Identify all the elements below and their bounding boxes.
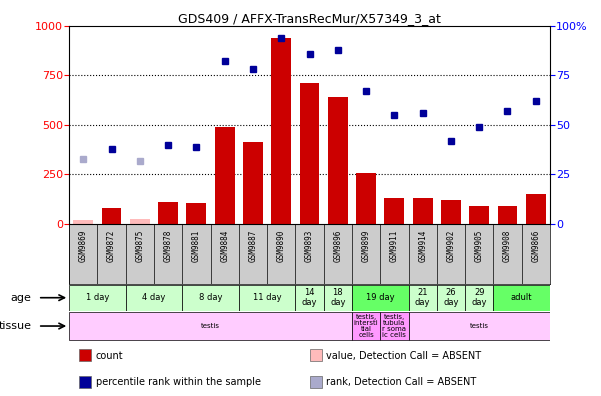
Text: testis: testis (470, 323, 489, 329)
Text: GSM9866: GSM9866 (531, 230, 540, 263)
Bar (493, 285, 550, 310)
Bar (79, 376, 91, 388)
Text: GSM9905: GSM9905 (475, 230, 484, 263)
Bar (239, 285, 295, 310)
Text: age: age (11, 293, 32, 303)
Text: GSM9869: GSM9869 (79, 230, 88, 263)
Text: tissue: tissue (0, 321, 32, 331)
Bar (526, 194, 546, 224)
Text: 11 day: 11 day (253, 293, 281, 302)
Text: 1 day: 1 day (86, 293, 109, 302)
Bar (385, 198, 404, 224)
Text: GSM9881: GSM9881 (192, 230, 201, 263)
Bar (328, 97, 348, 224)
Text: testis,
tubula
r soma
ic cells: testis, tubula r soma ic cells (382, 314, 406, 338)
Bar (380, 312, 409, 340)
Bar (409, 312, 550, 340)
Bar (186, 203, 206, 224)
Text: 29
day: 29 day (471, 288, 487, 307)
Text: testis: testis (201, 323, 220, 329)
Bar (182, 285, 239, 310)
Text: GSM9914: GSM9914 (418, 230, 427, 263)
Bar (469, 206, 489, 224)
Bar (73, 220, 93, 224)
Bar (441, 200, 461, 224)
Text: GSM9884: GSM9884 (220, 230, 229, 263)
Bar (310, 349, 322, 361)
Text: percentile rank within the sample: percentile rank within the sample (96, 377, 261, 387)
Text: 19 day: 19 day (366, 293, 394, 302)
Text: GSM9872: GSM9872 (107, 230, 116, 263)
Bar (437, 285, 465, 310)
Text: GSM9896: GSM9896 (334, 230, 343, 263)
Bar (215, 127, 234, 224)
Text: 26
day: 26 day (443, 288, 459, 307)
Bar (79, 349, 91, 361)
Bar (352, 285, 409, 310)
Bar (324, 285, 352, 310)
Bar (130, 219, 150, 224)
Bar (409, 285, 437, 310)
Bar (69, 285, 126, 310)
Text: GSM9890: GSM9890 (276, 230, 285, 263)
Text: adult: adult (511, 293, 532, 302)
Text: GSM9911: GSM9911 (390, 230, 399, 263)
Bar (300, 83, 319, 224)
Text: GSM9893: GSM9893 (305, 230, 314, 263)
Bar (158, 202, 178, 224)
Bar (102, 208, 121, 224)
Text: 4 day: 4 day (142, 293, 166, 302)
Text: rank, Detection Call = ABSENT: rank, Detection Call = ABSENT (326, 377, 477, 387)
Text: 8 day: 8 day (199, 293, 222, 302)
Text: GSM9878: GSM9878 (163, 230, 172, 263)
Text: 18
day: 18 day (330, 288, 346, 307)
Text: GSM9899: GSM9899 (362, 230, 371, 263)
Text: value, Detection Call = ABSENT: value, Detection Call = ABSENT (326, 351, 481, 361)
Bar (352, 312, 380, 340)
Text: GSM9887: GSM9887 (248, 230, 257, 263)
Bar (465, 285, 493, 310)
Text: count: count (96, 351, 123, 361)
Bar (498, 206, 517, 224)
Bar (126, 285, 182, 310)
Bar (271, 38, 291, 224)
Bar (69, 312, 352, 340)
Text: GSM9875: GSM9875 (135, 230, 144, 263)
Text: 21
day: 21 day (415, 288, 430, 307)
Text: 14
day: 14 day (302, 288, 317, 307)
Bar (295, 285, 324, 310)
Title: GDS409 / AFFX-TransRecMur/X57349_3_at: GDS409 / AFFX-TransRecMur/X57349_3_at (178, 11, 441, 25)
Text: GSM9908: GSM9908 (503, 230, 512, 263)
Bar (310, 376, 322, 388)
Bar (243, 142, 263, 224)
Text: testis,
intersti
tial
cells: testis, intersti tial cells (354, 314, 379, 338)
Text: GSM9902: GSM9902 (447, 230, 456, 263)
Bar (356, 173, 376, 224)
Bar (413, 198, 433, 224)
